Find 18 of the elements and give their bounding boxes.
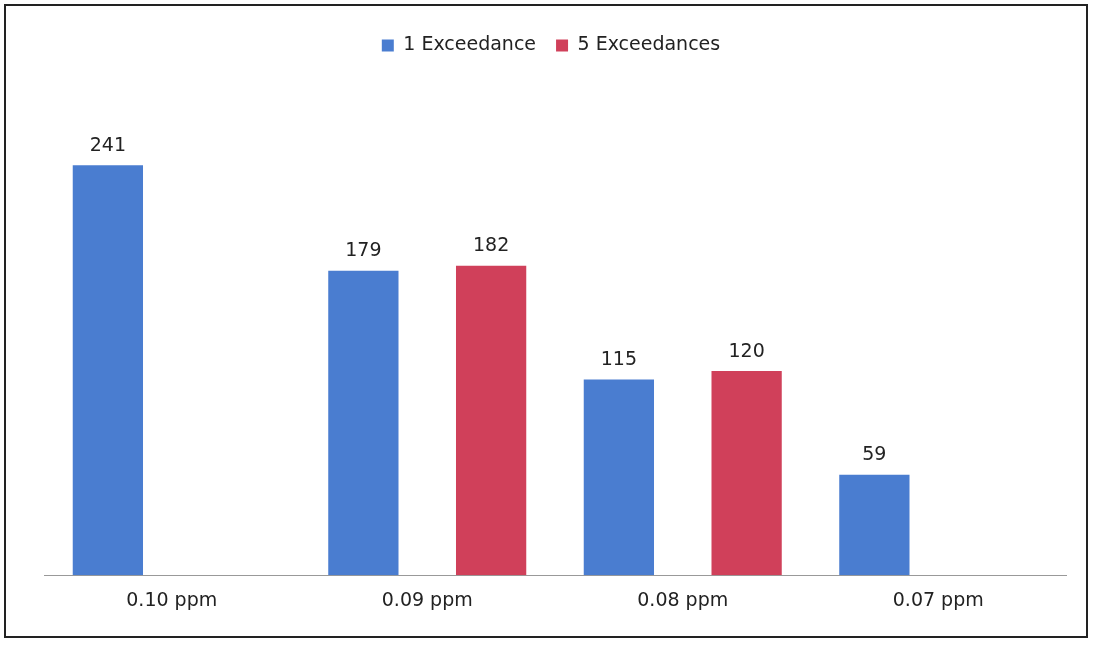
data-label: 59 [862, 442, 887, 465]
bar [583, 379, 655, 576]
bar [711, 371, 782, 576]
data-label: 179 [345, 238, 382, 261]
data-label: 115 [600, 347, 638, 370]
bar [328, 270, 399, 576]
x-tick-label: 0.07 ppm [892, 587, 984, 610]
legend-label: 5 Exceedances [577, 32, 721, 55]
data-label: 182 [472, 233, 510, 256]
x-tick-label: 0.08 ppm [637, 587, 729, 610]
x-tick-label: 0.10 ppm [126, 587, 218, 610]
bar [72, 165, 144, 576]
bar [455, 265, 527, 576]
data-label: 241 [89, 132, 127, 155]
bar [839, 474, 910, 576]
legend-label: 1 Exceedance [403, 32, 537, 55]
data-label: 120 [728, 338, 765, 361]
x-tick-label: 0.09 ppm [381, 587, 473, 610]
